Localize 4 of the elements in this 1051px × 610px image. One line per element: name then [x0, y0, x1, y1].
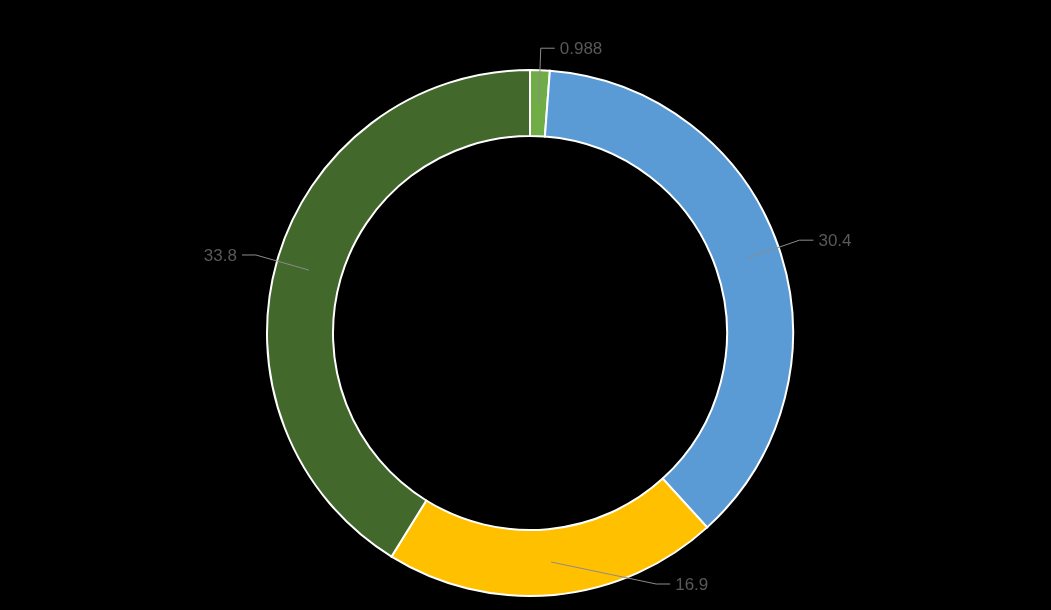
data-label: 0.988	[559, 39, 603, 59]
data-label: 33.8	[203, 245, 237, 265]
data-label: 30.4	[818, 231, 852, 251]
data-label: 16.9	[675, 574, 709, 594]
